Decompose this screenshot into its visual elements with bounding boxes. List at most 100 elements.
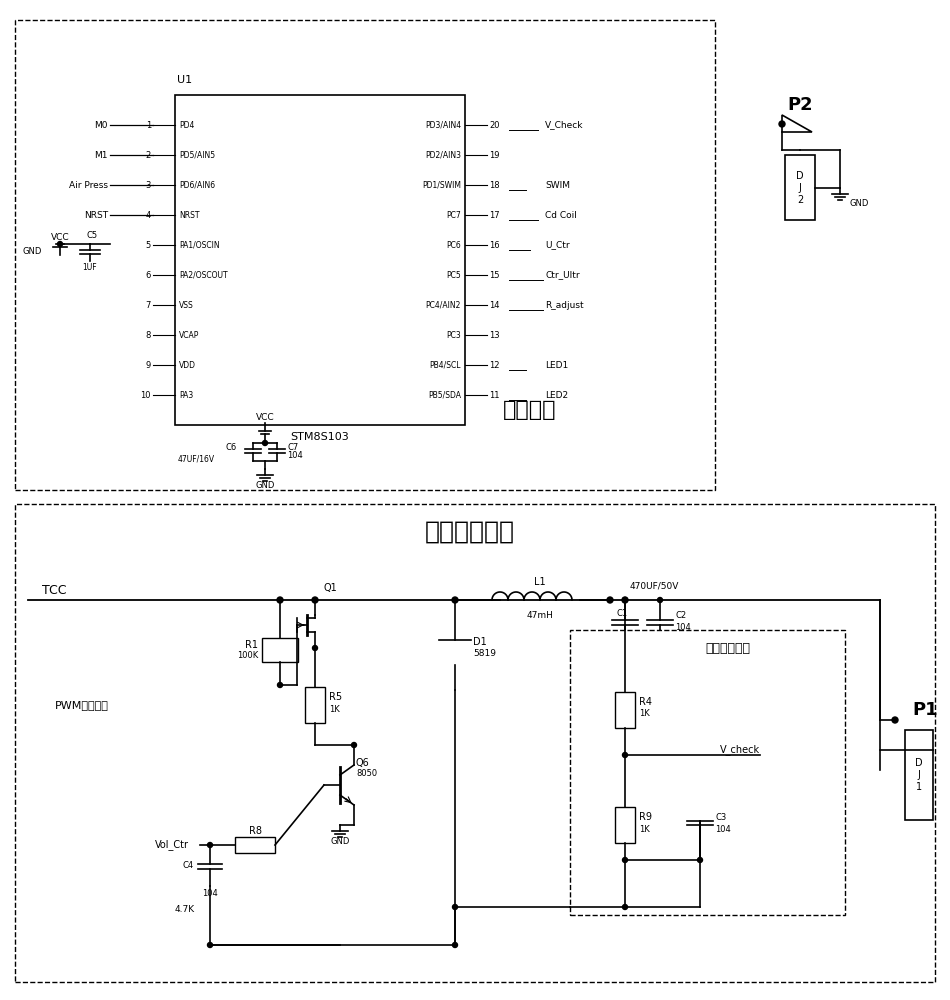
- Text: 1K: 1K: [329, 704, 340, 714]
- Text: NRST: NRST: [84, 211, 108, 220]
- Circle shape: [779, 121, 785, 127]
- Text: R9: R9: [639, 812, 652, 822]
- Bar: [15, 504, 935, 982]
- Text: PB4/SCL: PB4/SCL: [429, 360, 461, 369]
- Text: P1: P1: [912, 701, 938, 719]
- Text: C7: C7: [287, 444, 298, 452]
- Text: 104: 104: [202, 890, 218, 898]
- Text: LED1: LED1: [545, 360, 568, 369]
- Text: 1K: 1K: [639, 824, 650, 834]
- Text: 8: 8: [145, 330, 151, 340]
- Text: M0: M0: [94, 120, 108, 129]
- Text: 5: 5: [145, 240, 151, 249]
- Text: 4: 4: [145, 211, 151, 220]
- Text: PA2/OSCOUT: PA2/OSCOUT: [179, 270, 228, 279]
- Text: C6: C6: [226, 444, 237, 452]
- Text: GND: GND: [256, 481, 275, 489]
- Bar: [785, 155, 815, 220]
- Circle shape: [58, 241, 63, 246]
- Text: 6: 6: [145, 270, 151, 279]
- Circle shape: [452, 597, 458, 603]
- Circle shape: [313, 646, 317, 650]
- Text: NRST: NRST: [179, 211, 200, 220]
- Text: 9: 9: [145, 360, 151, 369]
- Text: 1K: 1K: [639, 710, 650, 718]
- Text: PD3/AIN4: PD3/AIN4: [425, 120, 461, 129]
- Text: PC5: PC5: [446, 270, 461, 279]
- Circle shape: [622, 597, 628, 603]
- Text: 1: 1: [145, 120, 151, 129]
- Text: 1UF: 1UF: [83, 262, 97, 271]
- Text: 14: 14: [489, 300, 500, 310]
- Text: 100K: 100K: [237, 650, 258, 660]
- Text: 19: 19: [489, 150, 500, 159]
- Text: 4.7K: 4.7K: [175, 904, 195, 914]
- Text: 18: 18: [489, 180, 500, 190]
- Text: PD6/AIN6: PD6/AIN6: [179, 180, 215, 190]
- Text: M1: M1: [94, 150, 108, 159]
- Circle shape: [657, 597, 662, 602]
- Bar: [305, 687, 325, 723]
- Text: PD2/AIN3: PD2/AIN3: [425, 150, 461, 159]
- Text: VSS: VSS: [179, 300, 194, 310]
- Circle shape: [352, 742, 356, 748]
- Text: 470UF/50V: 470UF/50V: [630, 582, 679, 590]
- Text: PA3: PA3: [179, 390, 193, 399]
- Text: 17: 17: [489, 211, 500, 220]
- Text: R8: R8: [249, 826, 261, 836]
- Text: GND: GND: [850, 200, 869, 209]
- Polygon shape: [439, 640, 471, 665]
- Bar: [235, 837, 275, 853]
- Text: Vol_Ctr: Vol_Ctr: [155, 840, 189, 850]
- Circle shape: [697, 857, 702, 862]
- Text: VCC: VCC: [256, 414, 275, 422]
- Bar: [905, 730, 933, 820]
- Circle shape: [622, 597, 628, 602]
- Text: 13: 13: [489, 330, 500, 340]
- Text: V_Check: V_Check: [545, 120, 583, 129]
- Text: PD1/SWIM: PD1/SWIM: [422, 180, 461, 190]
- Text: C4: C4: [182, 860, 194, 869]
- Text: U_Ctr: U_Ctr: [545, 240, 570, 249]
- Circle shape: [622, 904, 628, 910]
- Text: GND: GND: [23, 246, 42, 255]
- Text: 电压调节模块: 电压调节模块: [425, 520, 515, 544]
- Text: L1: L1: [534, 577, 546, 587]
- Text: C3: C3: [715, 814, 726, 822]
- Bar: [175, 95, 465, 425]
- Circle shape: [277, 597, 283, 603]
- Text: 104: 104: [715, 824, 731, 834]
- Text: 20: 20: [489, 120, 500, 129]
- Text: R5: R5: [329, 692, 342, 702]
- Text: C1: C1: [617, 609, 628, 618]
- Text: V_check: V_check: [720, 745, 760, 755]
- Text: U1: U1: [177, 75, 192, 85]
- Text: VDD: VDD: [179, 360, 196, 369]
- Bar: [262, 638, 298, 662]
- Text: PC4/AIN2: PC4/AIN2: [426, 300, 461, 310]
- Text: Q6: Q6: [356, 758, 370, 768]
- Text: 16: 16: [489, 240, 500, 249]
- Text: 7: 7: [145, 300, 151, 310]
- Text: PD5/AIN5: PD5/AIN5: [179, 150, 215, 159]
- Text: PD4: PD4: [179, 120, 195, 129]
- Text: 8050: 8050: [356, 768, 377, 778]
- Text: PA1/OSCIN: PA1/OSCIN: [179, 240, 219, 249]
- Text: 11: 11: [489, 390, 500, 399]
- Text: 12: 12: [489, 360, 500, 369]
- Text: D
J
1: D J 1: [915, 758, 922, 792]
- Text: VCAP: VCAP: [179, 330, 200, 340]
- Circle shape: [312, 597, 318, 603]
- Text: 104: 104: [287, 450, 303, 460]
- Text: PC6: PC6: [446, 240, 461, 249]
- Text: 3: 3: [145, 180, 151, 190]
- Text: D
J
2: D J 2: [796, 171, 804, 205]
- Bar: [15, 20, 715, 490]
- Circle shape: [452, 942, 458, 948]
- Circle shape: [207, 842, 213, 848]
- Bar: [570, 630, 845, 915]
- Text: D1: D1: [473, 637, 486, 647]
- Text: P2: P2: [788, 96, 813, 114]
- Text: Ctr_Ultr: Ctr_Ultr: [545, 270, 580, 279]
- Text: PB5/SDA: PB5/SDA: [428, 390, 461, 399]
